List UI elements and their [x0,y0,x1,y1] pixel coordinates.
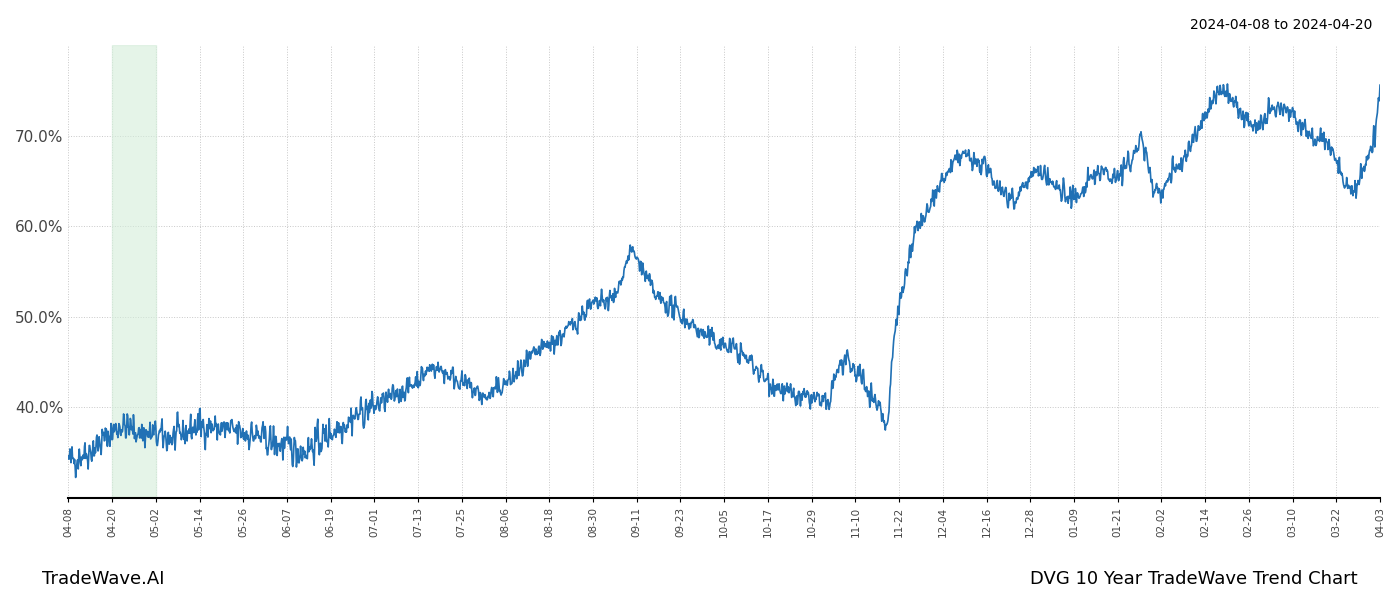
Text: 2024-04-08 to 2024-04-20: 2024-04-08 to 2024-04-20 [1190,18,1372,32]
Bar [112,45,155,498]
Text: TradeWave.AI: TradeWave.AI [42,570,165,588]
Text: DVG 10 Year TradeWave Trend Chart: DVG 10 Year TradeWave Trend Chart [1030,570,1358,588]
